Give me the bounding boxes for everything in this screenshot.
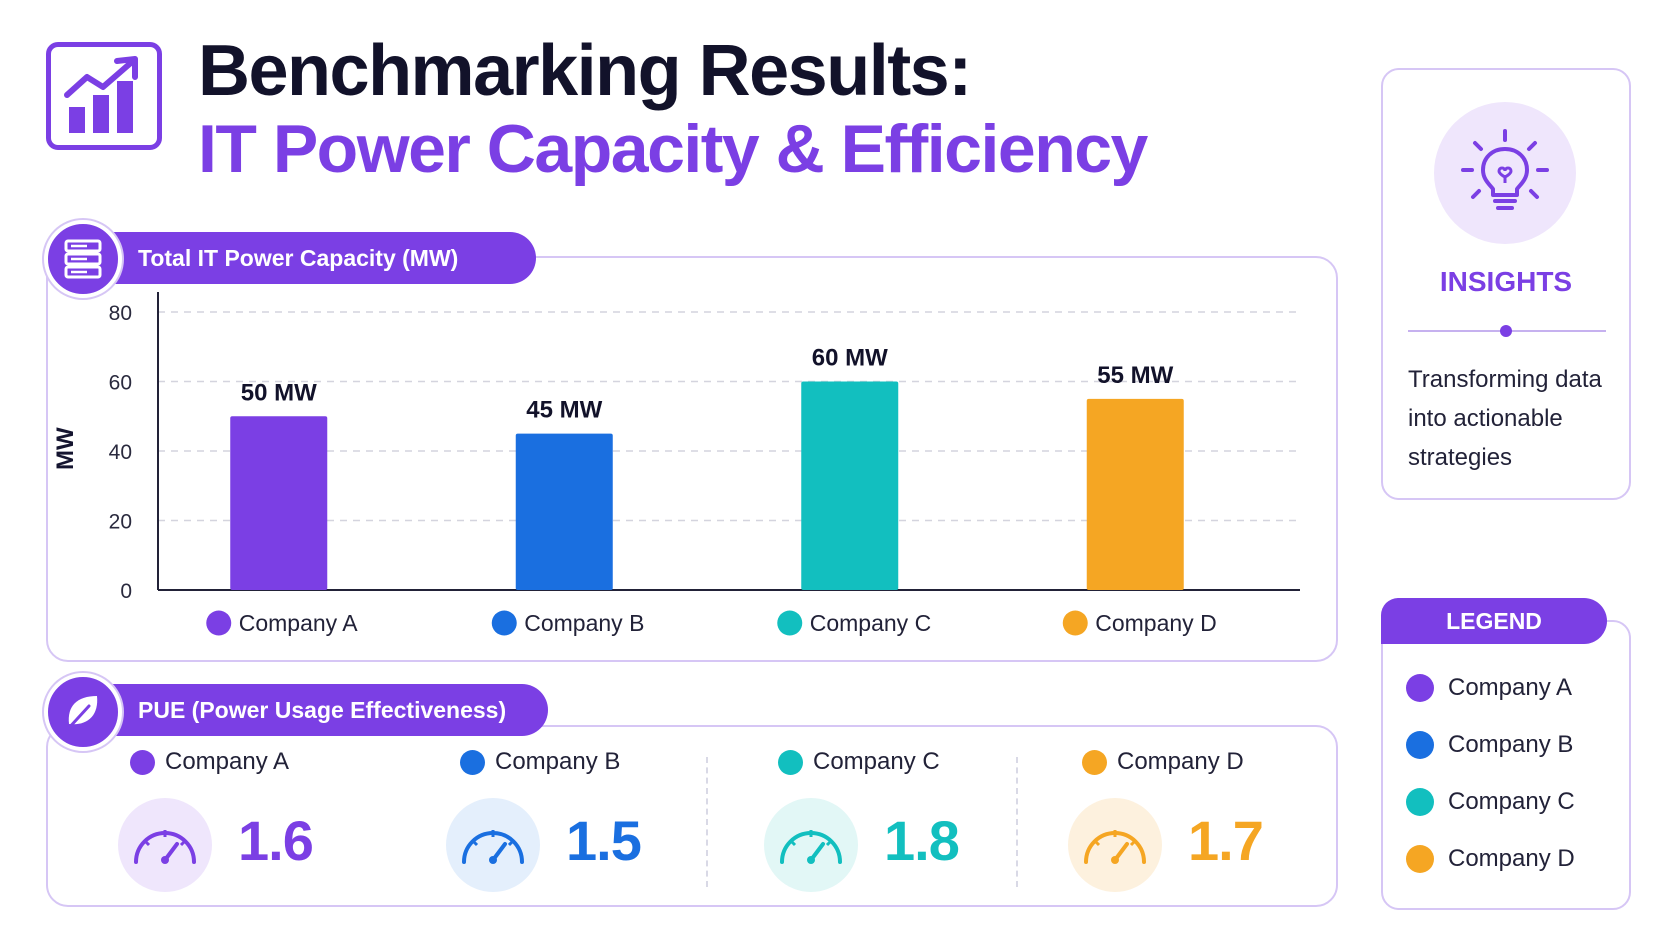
pue-item-company-b: Company B 1.5 bbox=[446, 748, 686, 892]
y-tick-label: 20 bbox=[109, 511, 132, 534]
bar-company-b bbox=[515, 433, 613, 590]
bar-company-d bbox=[1086, 398, 1184, 590]
gauge-icon bbox=[446, 798, 540, 892]
legend-label: Company D bbox=[1448, 845, 1575, 872]
insights-title: INSIGHTS bbox=[1439, 266, 1573, 297]
page-title: Benchmarking Results: bbox=[198, 31, 972, 111]
x-tick-label: Company B bbox=[524, 610, 644, 636]
bar-company-c bbox=[801, 381, 899, 590]
category-dot bbox=[491, 610, 517, 636]
category-dot bbox=[777, 610, 803, 636]
leaf-icon bbox=[44, 673, 122, 751]
pue-item-company-c: Company C 1.8 bbox=[764, 748, 1004, 892]
legend-dot bbox=[1406, 731, 1434, 759]
legend-item: Company A bbox=[1406, 674, 1572, 702]
insights-card bbox=[1381, 68, 1631, 500]
company-c-dot bbox=[778, 749, 803, 775]
legend-item: Company C bbox=[1406, 788, 1575, 816]
page-subtitle: IT Power Capacity & Efficiency bbox=[198, 111, 1148, 187]
bar-company-a bbox=[230, 416, 328, 590]
legend-title: LEGEND bbox=[1381, 598, 1607, 644]
company-b-dot bbox=[460, 749, 485, 775]
legend-item: Company B bbox=[1406, 731, 1573, 759]
data-label: 60 MW bbox=[812, 345, 888, 372]
pue-value: 1.5 bbox=[566, 809, 642, 872]
pue-name: Company C bbox=[813, 748, 940, 775]
pue-item-company-a: Company A 1.6 bbox=[118, 748, 358, 892]
gauge-icon bbox=[118, 798, 212, 892]
company-d-dot bbox=[1082, 749, 1107, 775]
x-tick-label: Company D bbox=[1095, 610, 1216, 636]
company-a-dot bbox=[130, 749, 155, 775]
y-tick-label: 60 bbox=[109, 372, 132, 395]
capacity-heading: Total IT Power Capacity (MW) bbox=[46, 232, 536, 284]
divider-dot bbox=[1500, 325, 1512, 337]
legend-dot bbox=[1406, 788, 1434, 816]
gauge-icon bbox=[764, 798, 858, 892]
legend-label: Company B bbox=[1448, 731, 1574, 758]
capacity-bar-chart: 0 20 40 60 80 50 MW Company A 45 MW Company B 60 … bbox=[109, 292, 1300, 636]
pue-name: Company D bbox=[1117, 748, 1244, 775]
data-label: 45 MW bbox=[526, 397, 602, 424]
pue-item-company-d: Company D 1.7 bbox=[1068, 748, 1308, 892]
data-label: 55 MW bbox=[1097, 362, 1173, 389]
y-tick-label: 80 bbox=[109, 302, 132, 325]
pue-name: Company B bbox=[495, 748, 621, 775]
pue-name: Company A bbox=[165, 748, 290, 775]
legend-label: Company A bbox=[1448, 674, 1573, 701]
divider bbox=[706, 757, 708, 887]
pue-value: 1.7 bbox=[1188, 809, 1264, 872]
legend-label: Company C bbox=[1448, 788, 1575, 815]
pue-heading: PUE (Power Usage Effectiveness) bbox=[46, 684, 548, 736]
y-tick-label: 40 bbox=[109, 441, 132, 464]
y-tick-label: 0 bbox=[120, 580, 132, 603]
x-tick-label: Company C bbox=[810, 610, 931, 636]
data-label: 50 MW bbox=[241, 379, 317, 406]
gauge-icon bbox=[1068, 798, 1162, 892]
lightbulb-icon bbox=[1434, 102, 1576, 244]
category-dot bbox=[206, 610, 232, 636]
legend-dot bbox=[1406, 845, 1434, 873]
pue-value: 1.8 bbox=[884, 809, 960, 872]
legend-dot bbox=[1406, 674, 1434, 702]
category-dot bbox=[1062, 610, 1088, 636]
insights-text: Transforming data into actionable strate… bbox=[1408, 366, 1602, 471]
x-tick-label: Company A bbox=[239, 610, 359, 636]
chart-growth-icon bbox=[46, 42, 162, 150]
legend-item: Company D bbox=[1406, 845, 1575, 873]
pue-value: 1.6 bbox=[238, 809, 314, 872]
divider bbox=[1016, 757, 1018, 887]
server-icon bbox=[44, 220, 122, 298]
